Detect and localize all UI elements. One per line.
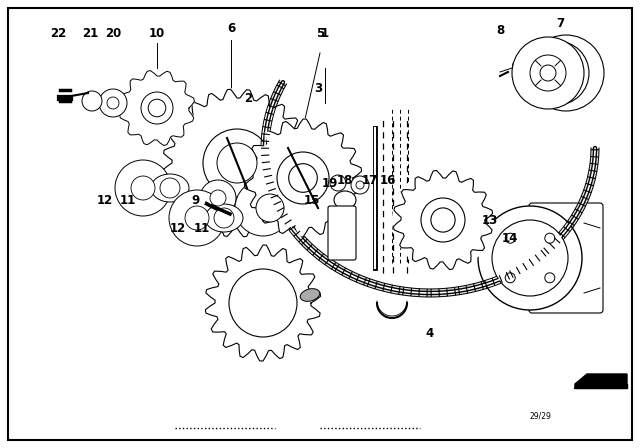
Text: 14: 14 xyxy=(502,232,518,245)
Circle shape xyxy=(131,176,155,200)
Circle shape xyxy=(351,176,369,194)
Circle shape xyxy=(115,160,171,216)
Polygon shape xyxy=(244,119,362,237)
Text: 21: 21 xyxy=(82,26,98,39)
Text: 18: 18 xyxy=(337,173,353,186)
Text: 5: 5 xyxy=(316,26,324,39)
Text: 6: 6 xyxy=(227,22,235,34)
Polygon shape xyxy=(205,245,321,361)
Circle shape xyxy=(210,190,226,206)
Circle shape xyxy=(243,118,363,238)
Circle shape xyxy=(540,65,556,81)
Circle shape xyxy=(545,233,555,243)
Circle shape xyxy=(330,175,346,191)
Circle shape xyxy=(185,206,209,230)
Circle shape xyxy=(214,208,234,228)
Text: 13: 13 xyxy=(482,214,498,227)
Circle shape xyxy=(512,37,584,109)
Text: 3: 3 xyxy=(314,82,322,95)
Circle shape xyxy=(525,41,589,105)
Circle shape xyxy=(392,169,494,271)
Circle shape xyxy=(505,233,515,243)
Text: 12: 12 xyxy=(97,194,113,207)
Text: 9: 9 xyxy=(192,194,200,207)
Text: 8: 8 xyxy=(496,23,504,36)
Text: 16: 16 xyxy=(380,173,396,186)
Ellipse shape xyxy=(334,191,356,209)
Circle shape xyxy=(256,194,284,222)
Text: 11: 11 xyxy=(194,221,210,234)
Text: 17: 17 xyxy=(362,173,378,186)
Ellipse shape xyxy=(300,289,320,302)
Text: 11: 11 xyxy=(120,194,136,207)
Circle shape xyxy=(82,91,102,111)
Text: 10: 10 xyxy=(149,26,165,39)
Circle shape xyxy=(528,35,604,111)
Circle shape xyxy=(505,273,515,283)
Circle shape xyxy=(530,55,566,91)
Polygon shape xyxy=(120,71,195,146)
Text: 29/29: 29/29 xyxy=(529,411,551,420)
Circle shape xyxy=(169,190,225,246)
Polygon shape xyxy=(575,374,627,388)
Circle shape xyxy=(107,97,119,109)
Circle shape xyxy=(545,273,555,283)
Polygon shape xyxy=(261,80,599,297)
Ellipse shape xyxy=(151,174,189,202)
FancyBboxPatch shape xyxy=(328,206,356,260)
Circle shape xyxy=(235,180,291,236)
Text: 12: 12 xyxy=(170,221,186,234)
Polygon shape xyxy=(163,89,310,237)
Circle shape xyxy=(229,269,297,337)
Circle shape xyxy=(492,220,568,296)
FancyBboxPatch shape xyxy=(529,203,603,313)
Ellipse shape xyxy=(205,204,243,232)
Circle shape xyxy=(162,88,312,238)
Text: 2: 2 xyxy=(244,91,252,104)
Circle shape xyxy=(217,143,257,183)
Text: 20: 20 xyxy=(105,26,121,39)
Circle shape xyxy=(118,69,196,147)
Text: 1: 1 xyxy=(321,26,329,39)
Circle shape xyxy=(160,178,180,198)
Circle shape xyxy=(478,206,582,310)
Circle shape xyxy=(543,59,571,87)
Text: 22: 22 xyxy=(50,26,66,39)
Polygon shape xyxy=(394,170,493,270)
Text: 15: 15 xyxy=(304,194,320,207)
Circle shape xyxy=(99,89,127,117)
Circle shape xyxy=(200,180,236,216)
Text: 7: 7 xyxy=(556,17,564,30)
Circle shape xyxy=(356,181,364,189)
Ellipse shape xyxy=(264,199,276,217)
Text: 4: 4 xyxy=(426,327,434,340)
Circle shape xyxy=(204,244,322,362)
Text: 19: 19 xyxy=(322,177,338,190)
